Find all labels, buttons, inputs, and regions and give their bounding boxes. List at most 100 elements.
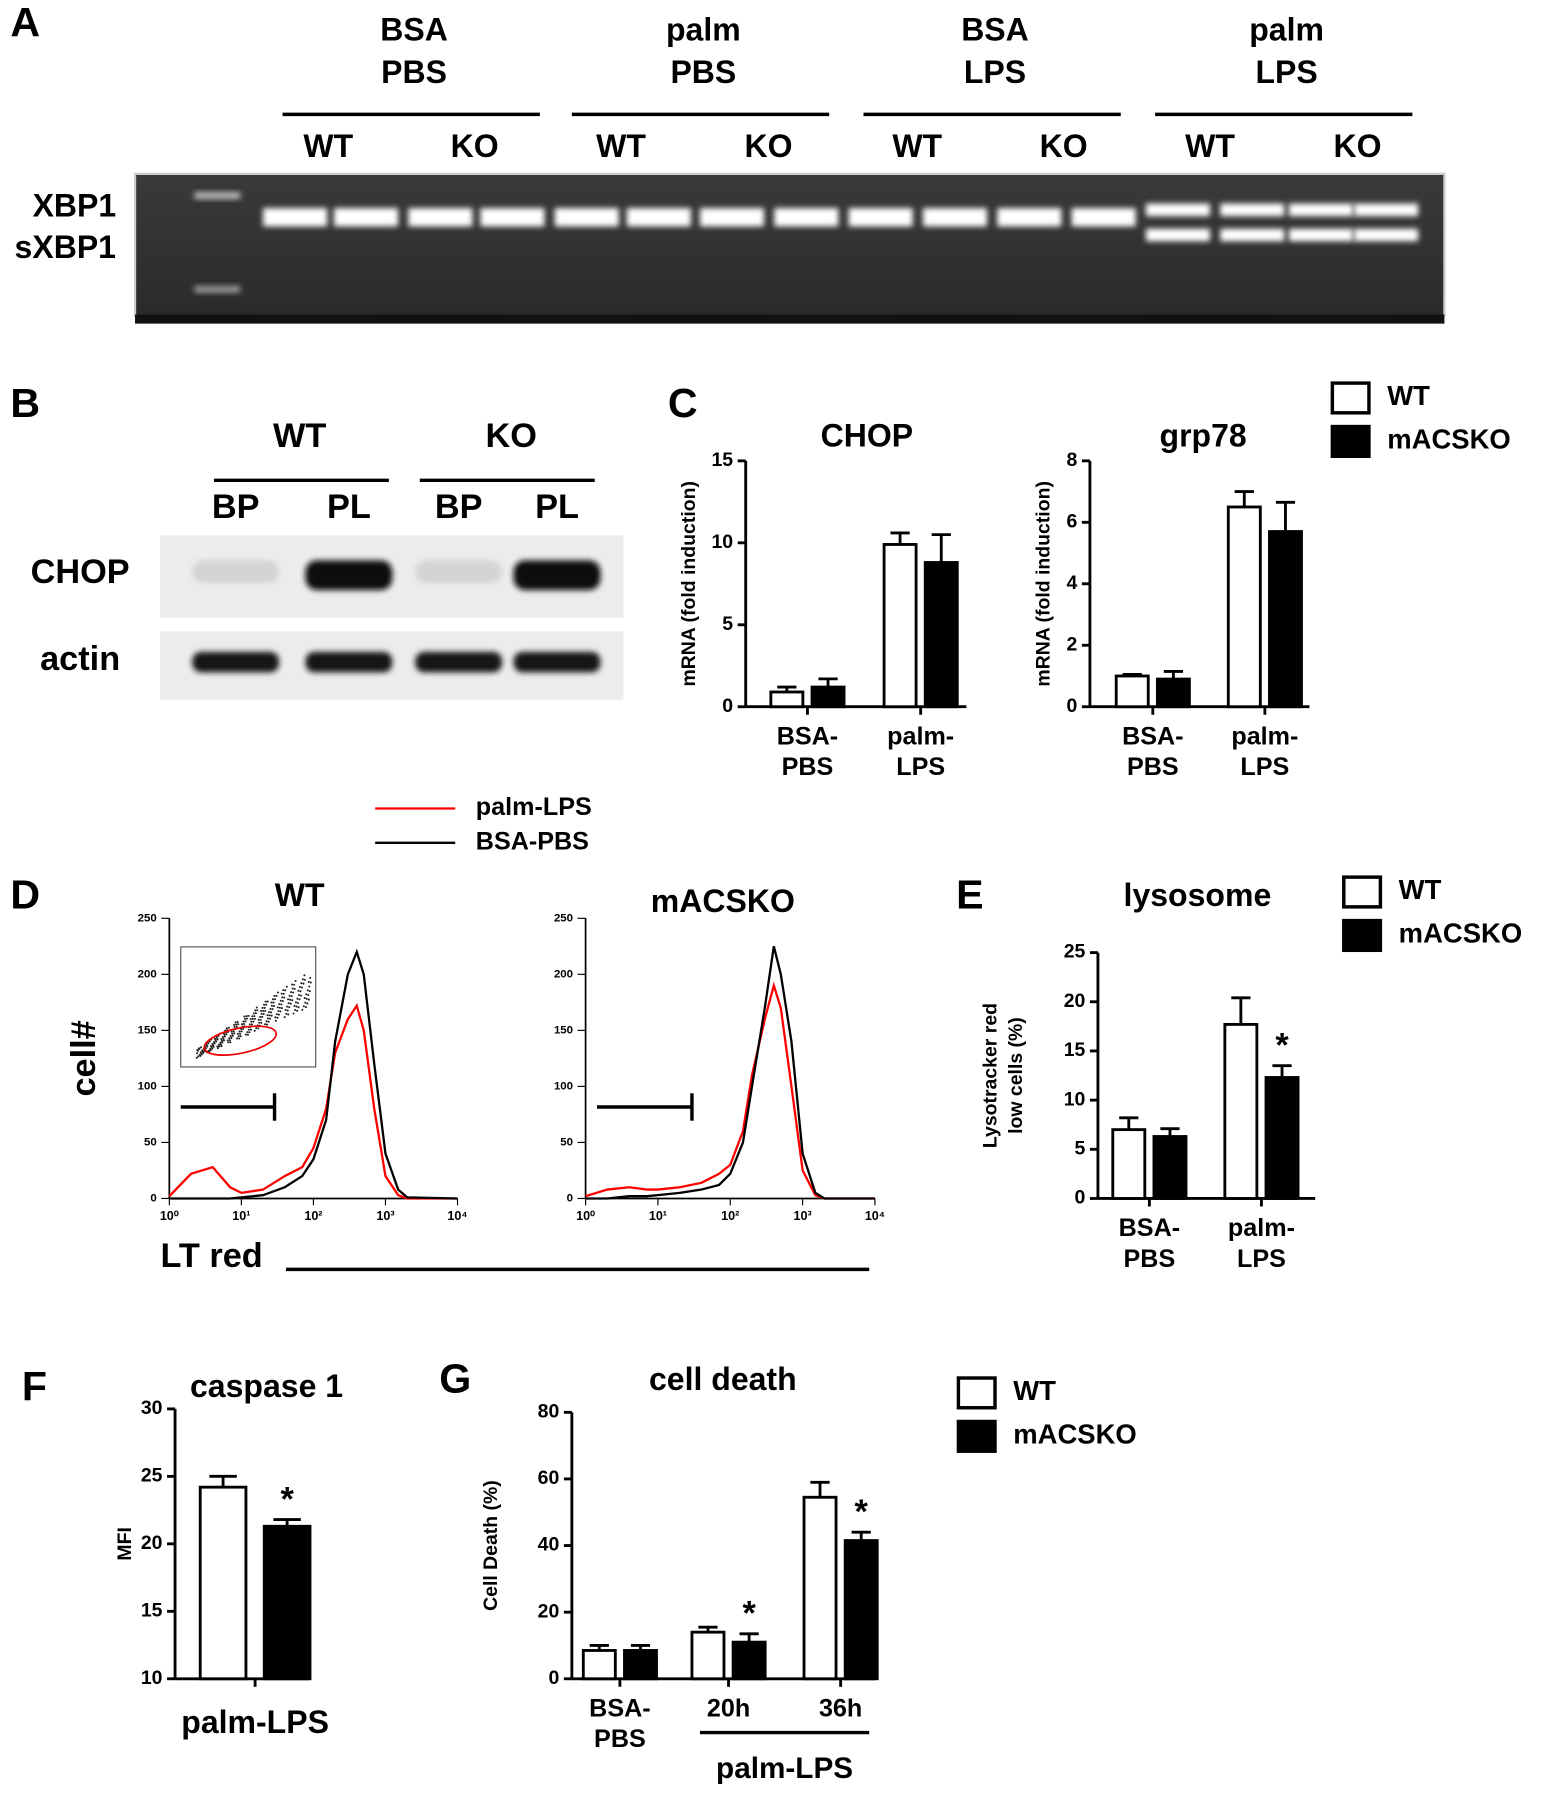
inset-dot — [278, 1006, 281, 1009]
inset-dot — [253, 1017, 256, 1020]
inset-dot — [262, 1012, 265, 1016]
y-axis-label: cell# — [65, 1020, 103, 1096]
inset-dot — [293, 1009, 297, 1012]
inset-dot — [254, 1009, 257, 1012]
inset-dot — [267, 1020, 270, 1023]
inset-dot — [263, 1006, 266, 1009]
x-tick-label: BSA- — [1122, 722, 1183, 750]
inset-dot — [261, 1006, 264, 1009]
significance-mark: * — [280, 1480, 294, 1518]
genotype-label: WT — [1185, 128, 1235, 164]
y-axis-label: mRNA (fold induction) — [1032, 481, 1054, 687]
legend-label: mACSKO — [1013, 1419, 1136, 1450]
blot-band — [415, 651, 503, 673]
panel-letter: D — [10, 872, 40, 918]
inset-dot — [290, 991, 293, 994]
inset-dot — [276, 991, 280, 994]
gel-band — [480, 208, 545, 227]
inset-dot — [266, 1014, 269, 1017]
bar — [1114, 674, 1150, 709]
inset-dot — [251, 1017, 254, 1020]
inset-dot — [244, 1020, 247, 1023]
inset-dot — [303, 997, 306, 1000]
y-tick-label: 5 — [1075, 1137, 1086, 1159]
inset-dot — [285, 985, 288, 988]
bar — [923, 561, 959, 709]
inset-dot — [297, 989, 300, 992]
inset-dot — [246, 1033, 250, 1036]
inset-dot — [296, 1009, 299, 1012]
blot-band — [415, 560, 503, 584]
inset-dot — [263, 1003, 266, 1006]
inset-dot — [306, 1002, 309, 1005]
bar — [1264, 1076, 1300, 1200]
inset-dot — [229, 1035, 232, 1038]
bar — [882, 543, 918, 709]
y-axis-label: MFI — [114, 1527, 136, 1560]
x-tick-label: LPS — [1240, 753, 1289, 781]
inset-dot — [263, 1023, 267, 1026]
gel-band — [997, 208, 1062, 227]
inset-dot — [245, 1015, 248, 1018]
inset-dot — [233, 1023, 236, 1026]
legend-swatch — [1330, 424, 1371, 459]
inset-dot — [289, 1002, 292, 1005]
inset-dot — [285, 1012, 288, 1015]
x-tick-label: palm- — [887, 722, 954, 750]
y-tick-label: 200 — [554, 968, 573, 980]
group-label: BSA — [961, 11, 1029, 47]
genotype-label: KO — [1040, 128, 1088, 164]
gel-band — [334, 208, 399, 227]
panel-letter: E — [956, 872, 983, 918]
inset-dot — [275, 994, 278, 997]
genotype-label: WT — [303, 128, 353, 164]
inset-dot — [292, 991, 295, 994]
inset-dot — [222, 1039, 226, 1042]
treatment-label: PL — [535, 488, 579, 526]
inset-dot — [216, 1038, 219, 1041]
inset-dot — [273, 994, 276, 997]
inset-dot — [279, 999, 282, 1002]
genotype-label: KO — [1333, 128, 1381, 164]
inset-dot — [234, 1021, 237, 1024]
blot-band — [513, 560, 601, 591]
y-tick-label: 150 — [138, 1024, 157, 1036]
bar — [1152, 1135, 1188, 1200]
panel-letter: C — [668, 380, 698, 426]
inset-dot — [269, 1007, 272, 1011]
inset-dot — [261, 1015, 264, 1018]
inset-dot — [206, 1045, 209, 1048]
panel-letter: F — [22, 1363, 47, 1409]
blot-band — [513, 651, 601, 673]
genotype-label: WT — [273, 417, 326, 455]
gel-band — [1354, 228, 1419, 242]
inset-dot — [304, 1001, 307, 1004]
y-tick-label: 20 — [538, 1600, 560, 1622]
gel-band — [1220, 203, 1285, 217]
legend-label: mACSKO — [1387, 424, 1510, 455]
inset-dot — [195, 1052, 199, 1055]
inset-dot — [295, 1005, 298, 1008]
inset-dot — [270, 1011, 273, 1014]
y-tick-label: 2 — [1067, 633, 1078, 655]
inset-dot — [262, 1009, 265, 1012]
inset-dot — [273, 1004, 276, 1008]
gel-band — [626, 208, 691, 227]
inset-dot — [294, 979, 297, 983]
y-tick-label: 0 — [567, 1192, 573, 1204]
x-tick-label: 10⁴ — [865, 1209, 885, 1223]
panel-letter: G — [439, 1355, 471, 1401]
inset-dot — [309, 976, 312, 979]
inset-dot — [228, 1037, 231, 1040]
chart-title: caspase 1 — [190, 1368, 343, 1404]
y-tick-label: 50 — [560, 1136, 573, 1148]
inset-dot — [240, 1023, 243, 1026]
inset-dot — [287, 1002, 290, 1005]
inset-dot — [232, 1030, 235, 1033]
x-tick-label: 10⁰ — [576, 1209, 596, 1223]
y-tick-label: 10 — [141, 1667, 163, 1689]
inset-dot — [303, 978, 307, 981]
bar — [1268, 530, 1303, 709]
inset-dot — [298, 985, 301, 989]
bar — [1111, 1128, 1147, 1200]
